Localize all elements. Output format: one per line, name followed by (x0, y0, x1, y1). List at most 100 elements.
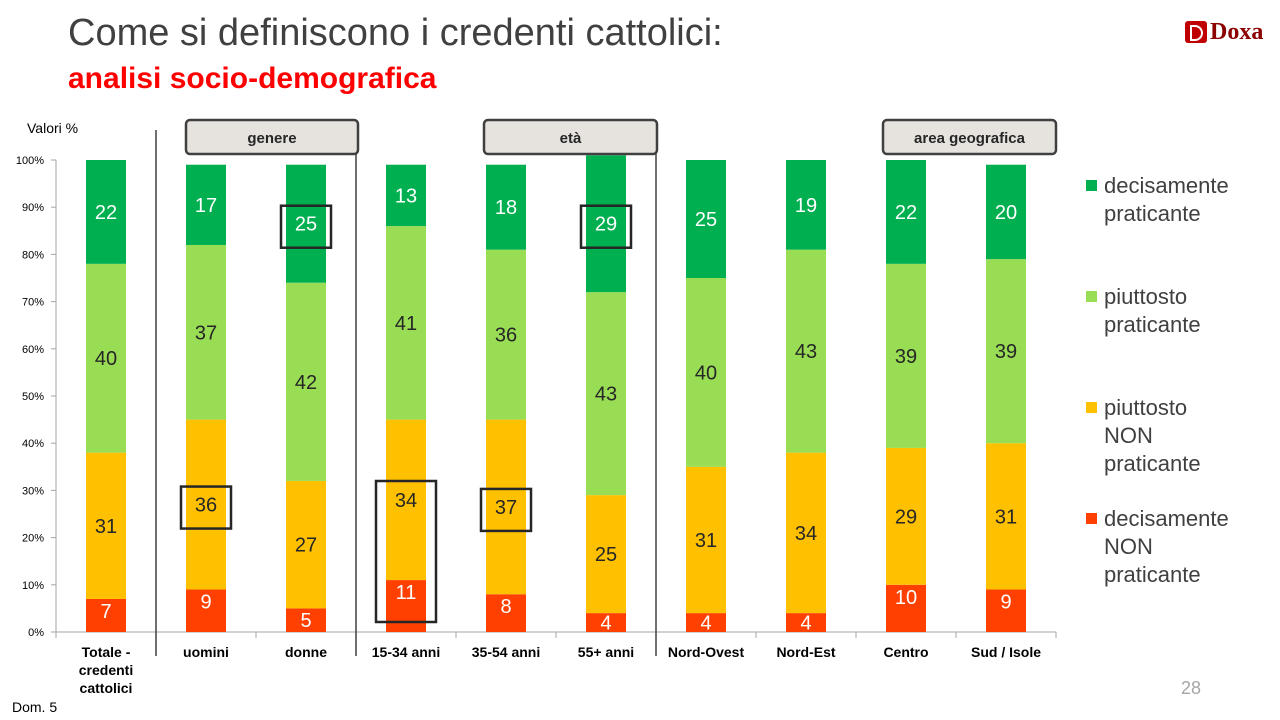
data-label: 36 (495, 325, 517, 347)
data-label: 34 (395, 490, 417, 512)
data-label: 37 (495, 497, 517, 519)
data-label: 39 (895, 346, 917, 368)
data-label: 40 (95, 348, 117, 370)
data-label: 37 (195, 322, 217, 344)
bar-segment (986, 589, 1026, 632)
bar-segment (586, 155, 626, 293)
bar-segment (686, 466, 726, 614)
data-label: 43 (595, 384, 617, 406)
data-label: 31 (995, 506, 1017, 528)
data-label: 29 (595, 214, 617, 236)
group-header-box (482, 118, 659, 156)
category-label: Centro (883, 644, 928, 660)
bar-segment (86, 598, 126, 632)
bar-segment (286, 164, 326, 283)
data-label: 27 (295, 535, 317, 557)
bar-segment (186, 589, 226, 632)
data-label: 4 (600, 613, 611, 635)
data-label: 42 (295, 372, 317, 394)
bar-segment (186, 164, 226, 245)
legend-item: piuttosto praticante (1086, 283, 1264, 339)
category-label: cattolici (80, 680, 133, 696)
category-label: Sud / Isole (971, 644, 1041, 660)
data-label: 4 (800, 613, 811, 635)
data-label: 20 (995, 202, 1017, 224)
bar-segment (486, 249, 526, 420)
data-label: 8 (500, 596, 511, 618)
bar-segment (886, 263, 926, 448)
category-label: Totale - (82, 644, 131, 660)
data-label: 22 (895, 202, 917, 224)
bar-segment (886, 447, 926, 585)
data-label: 41 (395, 313, 417, 335)
highlight-box (479, 487, 533, 533)
bar-segment (686, 613, 726, 632)
bar-segment (586, 495, 626, 614)
bar-segment (186, 244, 226, 420)
bar-segment (486, 164, 526, 250)
data-label: 18 (495, 197, 517, 219)
legend-label-line: praticante (1104, 451, 1201, 476)
legend-item: decisamente praticante (1086, 172, 1264, 228)
highlight-box (279, 204, 333, 249)
y-tick-label: 60% (22, 344, 44, 356)
stacked-bar-chart: 0% 10% 20% 30% 40% 50% 60% 70% 80% 90% 100% 7 9 5 11 8 4… (16, 118, 1058, 696)
category-label: credenti (79, 662, 133, 678)
legend-label-line: decisamente (1104, 506, 1229, 531)
data-label: 17 (195, 195, 217, 217)
bar-segment (486, 594, 526, 632)
data-label: 9 (1000, 592, 1011, 614)
data-label: 25 (695, 209, 717, 231)
legend-label-line: piuttosto (1104, 284, 1188, 309)
bar-segment (386, 164, 426, 227)
legend-label: piuttosto NON praticante (1104, 394, 1264, 478)
y-tick-label: 50% (22, 391, 44, 403)
bar-segment (886, 160, 926, 264)
bar-segment (386, 419, 426, 581)
y-tick-label: 100% (16, 155, 44, 167)
legend-label-line: piuttosto (1104, 395, 1188, 420)
bar-segment (786, 249, 826, 453)
y-tick-label: 30% (22, 485, 44, 497)
data-label: 25 (295, 214, 317, 236)
category-label: 55+ anni (578, 644, 634, 660)
data-label: 43 (795, 341, 817, 363)
category-label: 15-34 anni (372, 644, 440, 660)
bar-segment (486, 419, 526, 595)
doxa-logo-text: Doxa (1210, 19, 1264, 45)
bar-segment (986, 443, 1026, 590)
data-label: 11 (396, 582, 417, 604)
group-header-label: genere (247, 130, 296, 147)
data-label: 4 (700, 613, 711, 635)
legend-label-line: praticante (1104, 201, 1201, 226)
data-label: 36 (195, 495, 217, 517)
page-title: Come si definiscono i credenti cattolici… (68, 12, 723, 54)
y-axis-label: Valori % (27, 120, 79, 136)
legend-label-line: NON (1104, 423, 1153, 448)
bar-segment (886, 584, 926, 632)
page-subtitle: analisi socio-demografica (68, 62, 437, 95)
legend-label: decisamente praticante (1104, 172, 1264, 228)
legend-label: decisamente NON praticante (1104, 505, 1264, 589)
bar-segment (186, 419, 226, 590)
data-label: 29 (895, 506, 917, 528)
data-label: 40 (695, 362, 717, 384)
y-tick-label: 90% (22, 202, 44, 214)
highlight-box (579, 204, 633, 249)
category-label: Nord-Ovest (668, 644, 745, 660)
bar-segment (686, 160, 726, 278)
bar-segment (386, 226, 426, 420)
category-label: 35-54 anni (472, 644, 540, 660)
bar-segment (86, 160, 126, 264)
bar-segment (786, 452, 826, 614)
bar-segment (586, 292, 626, 496)
bar-segment (86, 263, 126, 453)
page-number: 28 (1181, 678, 1202, 698)
bar-segment (786, 160, 826, 250)
legend-item: decisamente NON praticante (1086, 505, 1264, 589)
category-label: Nord-Est (776, 644, 835, 660)
bar-segment (686, 278, 726, 467)
bar-segment (986, 259, 1026, 444)
y-tick-label: 40% (22, 438, 44, 450)
data-label: 10 (895, 587, 917, 609)
